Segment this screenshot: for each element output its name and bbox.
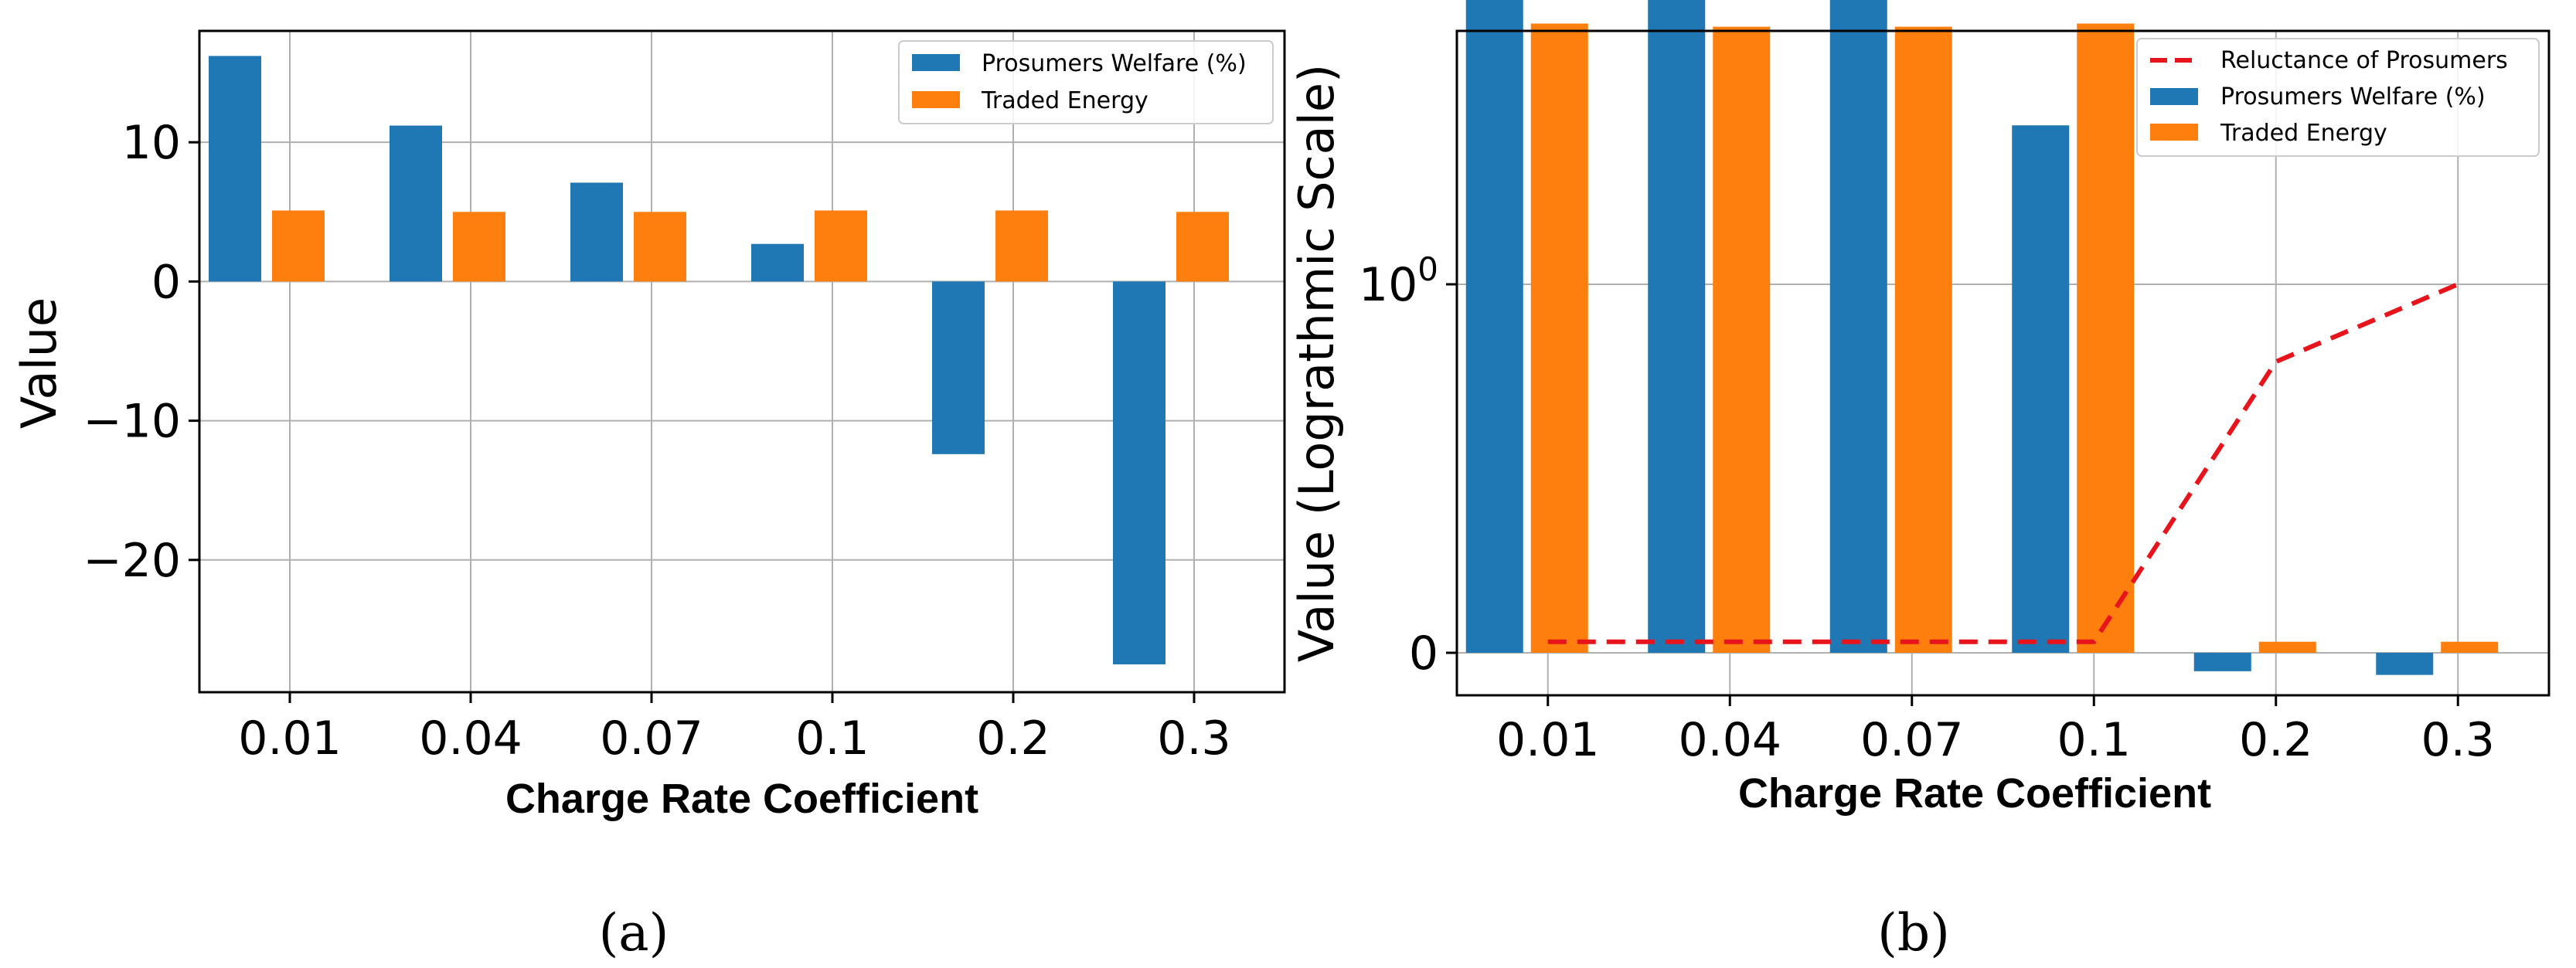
chart-a-ytick-label: 10 [122,116,181,170]
chart-a-legend-label-traded: Traded Energy [981,87,1148,114]
chart-a-legend-swatch-welfare [912,54,960,71]
chart-b-frame [1455,29,2550,697]
chart-b-ytick-label: 0 [1409,627,1438,681]
chart-a-bar-welfare [1113,281,1165,664]
chart-b-bar-welfare [2012,125,2070,653]
chart-b-bar-welfare [1829,0,1887,653]
chart-b-xtick-label: 0.07 [1860,713,1964,767]
chart-b-xtick-label: 0.3 [2421,713,2495,767]
chart-a-bar-traded [1176,212,1229,282]
chart-b-xtick-label: 0.1 [2057,713,2131,767]
chart-b-legend: Reluctance of Prosumers Prosumers Welfar… [2136,38,2540,157]
chart-a-legend: Prosumers Welfare (%) Traded Energy [898,40,1274,124]
chart-b-bar-welfare [1465,0,1523,654]
chart-a-ylabel: Value [11,297,67,429]
chart-b-bars [1465,0,2499,675]
chart-b-reluctance-line [1547,282,2459,644]
chart-a-bar-welfare [932,281,985,454]
chart-a-legend-swatch-traded [912,91,960,108]
chart-b-bar-traded [1713,26,1771,653]
chart-b-bar-traded [1894,26,1952,653]
chart-b-ytick-label: 100 [1359,250,1438,312]
chart-a-legend-label-welfare: Prosumers Welfare (%) [982,50,1247,77]
chart-a-ytick-label: −20 [83,534,181,588]
chart-b-xtick-label: 0.2 [2239,713,2312,767]
chart-a-legend-box [898,40,1274,124]
chart-a-xtick-label: 0.2 [976,712,1050,766]
chart-a-xtick-label: 0.07 [600,712,703,766]
chart-a-bar-welfare [209,56,261,282]
chart-b-legend-swatch-welfare [2150,88,2198,105]
chart-a-xtick-label: 0.04 [419,712,522,766]
chart-b-legend-label-reluctance: Reluctance of Prosumers [2220,47,2508,74]
chart-b-caption: (b) [1877,903,1950,963]
chart-b-bar-traded [2441,641,2499,653]
chart-b-legend-swatch-traded [2150,124,2198,141]
chart-b-legend-box [2136,38,2540,157]
chart-b-bar-traded [1530,23,1588,654]
chart-a-ytick-label: −10 [83,395,181,449]
chart-b-bar-welfare [2193,653,2251,671]
chart-b-bar-welfare [2376,653,2434,675]
chart-a-bar-welfare [751,243,804,282]
chart-a: 10 0 −10 −20 0.01 0.04 0.07 0.1 0.2 0.3 Charge R… [11,29,1286,963]
chart-b-xticks: 0.01 0.04 0.07 0.1 0.2 0.3 [1496,695,2495,767]
chart-a-xtick-label: 0.01 [238,712,342,766]
chart-a-xlabel: Charge Rate Coefficient [505,776,978,822]
chart-a-bar-welfare [570,182,623,282]
chart-a-bar-traded [272,210,325,282]
chart-b: 0100101 0.010.040.070.10.20.3 Charge Rat… [1288,0,2550,963]
chart-b-xtick-label: 0.01 [1496,713,1600,767]
chart-a-yticks: 10 0 −10 −20 [83,116,199,588]
chart-b-ylabel: Value (Lograthmic Scale) [1288,64,1345,662]
chart-b-xtick-label: 0.04 [1678,713,1781,767]
chart-b-bar-traded [2077,23,2135,654]
chart-a-xtick-label: 0.3 [1157,712,1230,766]
chart-a-bar-traded [453,212,505,282]
chart-a-frame [198,29,1286,694]
chart-a-bars [209,56,1229,664]
chart-b-bar-traded [2258,641,2316,653]
chart-a-caption: (a) [599,903,669,963]
chart-b-legend-label-welfare: Prosumers Welfare (%) [2220,83,2486,110]
chart-b-xlabel: Charge Rate Coefficient [1738,770,2211,817]
chart-b-legend-label-traded: Traded Energy [2220,120,2387,147]
chart-a-bar-traded [995,210,1048,282]
chart-b-bar-welfare [1648,0,1706,653]
chart-b-yticks: 0100101 [1359,250,1457,681]
chart-a-bar-traded [815,210,867,282]
chart-a-bar-traded [634,212,686,282]
chart-a-xtick-label: 0.1 [795,712,869,766]
chart-a-xticks: 0.01 0.04 0.07 0.1 0.2 0.3 [238,692,1231,766]
chart-a-bar-welfare [390,125,442,282]
chart-a-grid [199,31,1285,692]
chart-a-ytick-label: 0 [151,255,181,309]
